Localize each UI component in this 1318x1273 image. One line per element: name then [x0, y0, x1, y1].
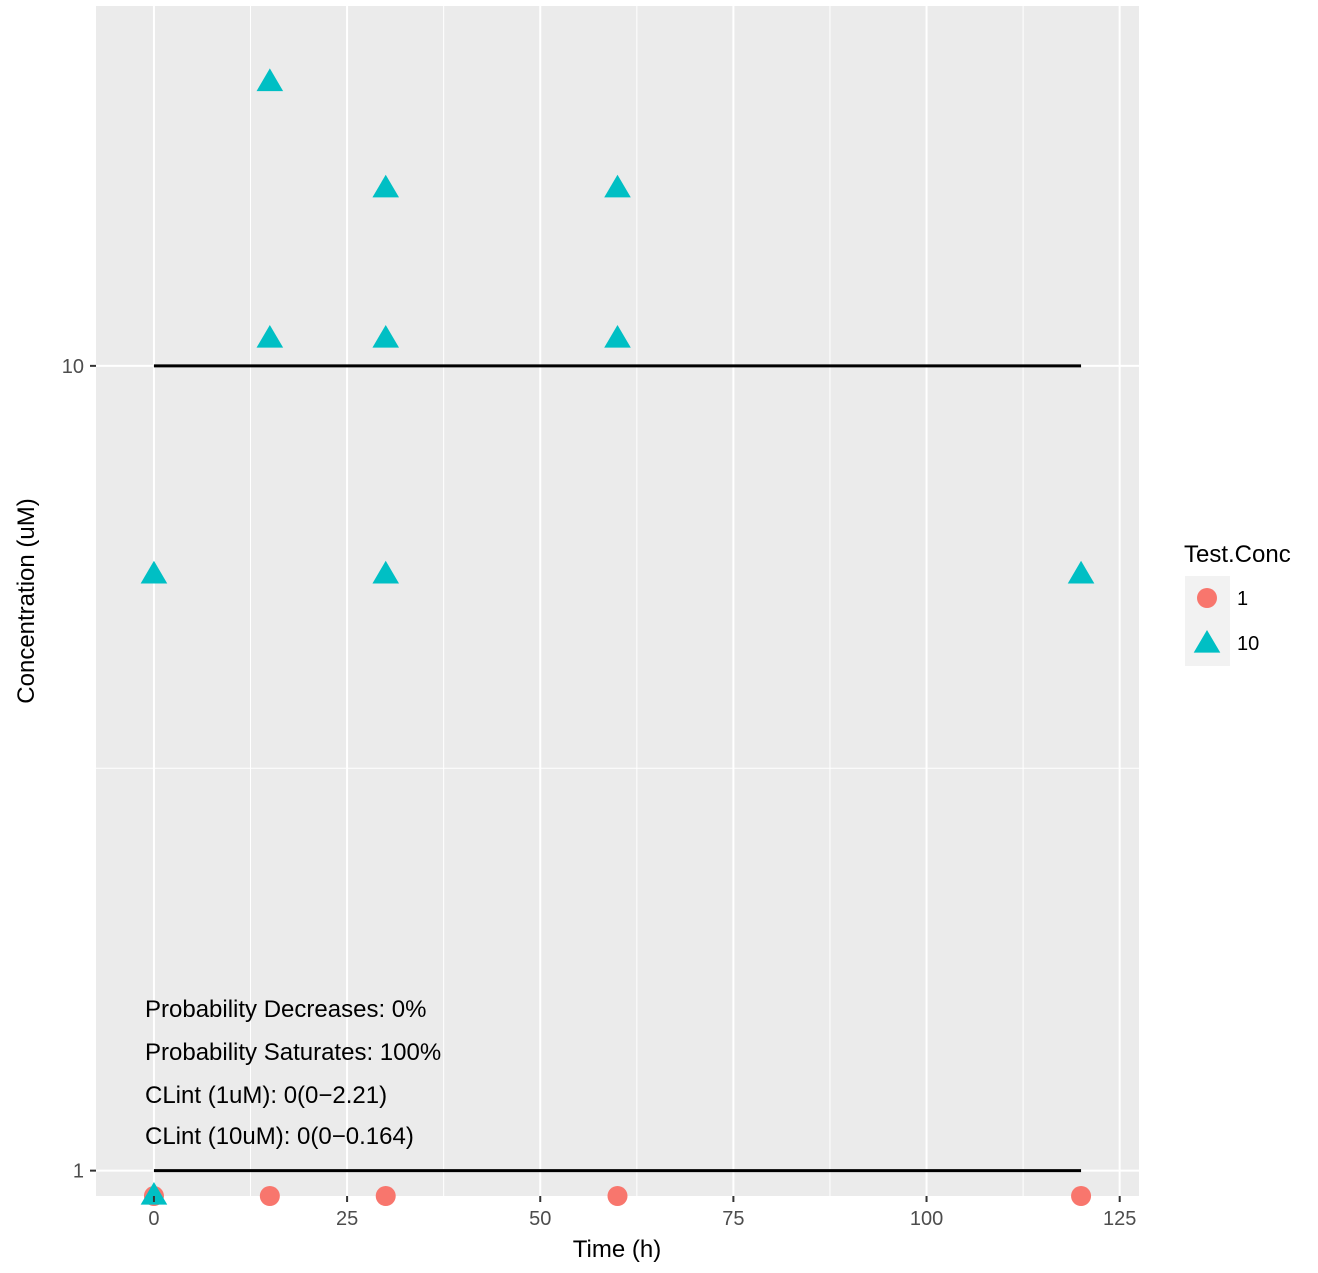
y-axis-title: Concentration (uM)	[13, 498, 40, 703]
legend: Test.Conc 1 10	[1184, 541, 1291, 666]
x-tick-label: 125	[1103, 1208, 1136, 1230]
y-tick-label: 10	[62, 356, 84, 378]
x-tick-label: 50	[529, 1208, 551, 1230]
annotation-block: Probability Decreases: 0% Probability Sa…	[145, 996, 441, 1150]
point-conc-10	[256, 68, 284, 92]
y-tick-label: 1	[73, 1161, 84, 1183]
point-conc-10	[140, 560, 168, 584]
legend-label-1: 1	[1237, 588, 1248, 610]
point-conc-10	[604, 174, 631, 198]
x-tick-label: 100	[910, 1208, 943, 1230]
y-axis: 1 10	[62, 356, 96, 1183]
legend-label-10: 10	[1237, 633, 1259, 655]
point-conc-10	[604, 324, 631, 348]
x-tick-label: 75	[722, 1208, 744, 1230]
plot-panel	[96, 6, 1139, 1196]
reference-lines	[153, 364, 1082, 1173]
point-conc-1	[1071, 1186, 1092, 1206]
legend-key-triangle	[1193, 630, 1221, 653]
annotation-probability-saturates: Probability Saturates: 100%	[145, 1039, 441, 1066]
legend-key-circle	[1197, 588, 1217, 608]
point-conc-10	[372, 324, 400, 348]
point-conc-1	[607, 1186, 628, 1206]
legend-title: Test.Conc	[1184, 541, 1291, 568]
minor-gridlines	[96, 6, 1139, 1196]
x-axis: 0 25 50 75 100 125	[148, 1196, 1136, 1230]
annotation-clint-1um: CLint (1uM): 0(0−2.21)	[145, 1082, 387, 1109]
point-conc-10	[1067, 560, 1095, 584]
annotation-clint-10um: CLint (10uM): 0(0−0.164)	[145, 1123, 414, 1150]
point-conc-10	[372, 174, 400, 198]
x-tick-label: 0	[148, 1208, 159, 1230]
point-conc-1	[375, 1186, 396, 1206]
point-conc-1	[259, 1186, 280, 1206]
x-tick-label: 25	[336, 1208, 358, 1230]
data-points	[140, 68, 1095, 1206]
x-axis-title: Time (h)	[573, 1236, 661, 1263]
point-conc-10	[140, 1182, 168, 1205]
point-conc-10	[256, 324, 284, 348]
annotation-probability-decreases: Probability Decreases: 0%	[145, 996, 426, 1023]
point-conc-10	[372, 560, 400, 584]
